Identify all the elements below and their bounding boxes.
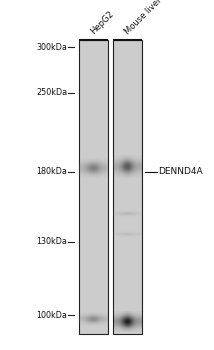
Text: 300kDa: 300kDa bbox=[37, 43, 67, 52]
Text: 180kDa: 180kDa bbox=[37, 167, 67, 176]
Text: 130kDa: 130kDa bbox=[37, 237, 67, 246]
Text: 250kDa: 250kDa bbox=[36, 88, 67, 97]
Bar bbox=[113, 40, 142, 334]
Text: 100kDa: 100kDa bbox=[37, 310, 67, 320]
Text: HepG2: HepG2 bbox=[89, 9, 116, 36]
Text: DENND4A: DENND4A bbox=[158, 167, 203, 176]
Text: Mouse liver: Mouse liver bbox=[123, 0, 164, 36]
Bar bbox=[79, 40, 107, 334]
